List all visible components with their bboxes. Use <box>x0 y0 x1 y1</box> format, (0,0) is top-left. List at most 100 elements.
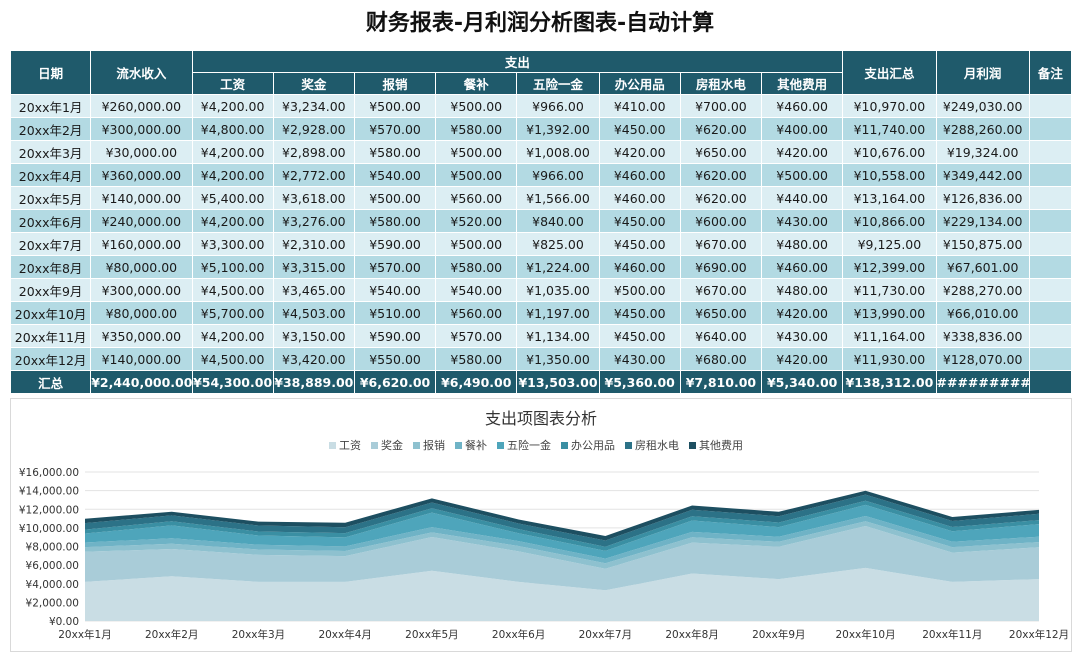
cell-expense-4: ¥580.00 <box>435 255 518 279</box>
footer-label: 汇总 <box>9 370 92 394</box>
cell-expense-8: ¥460.00 <box>761 255 844 279</box>
legend-label-8: 其他费用 <box>699 439 743 452</box>
cell-profit: ¥66,010.00 <box>935 301 1030 325</box>
table-row: 20xx年8月 ¥80,000.00 ¥5,100.00 ¥3,315.00 ¥570.… <box>9 255 1073 279</box>
cell-expense-7: ¥650.00 <box>679 140 763 164</box>
cell-expense-1: ¥5,400.00 <box>191 186 274 210</box>
cell-expense-4: ¥500.00 <box>435 163 518 187</box>
x-tick-label: 20xx年4月 <box>318 628 371 641</box>
cell-expense-1: ¥4,200.00 <box>191 163 274 187</box>
cell-profit: ¥338,836.00 <box>935 324 1030 348</box>
cell-expense-total: ¥11,164.00 <box>842 324 937 348</box>
cell-expense-7: ¥640.00 <box>679 324 763 348</box>
cell-expense-5: ¥1,392.00 <box>516 117 600 141</box>
cell-expense-2: ¥3,150.00 <box>272 324 355 348</box>
cell-expense-2: ¥2,310.00 <box>272 232 355 256</box>
footer-expense-8: ¥5,340.00 <box>761 370 844 394</box>
cell-expense-4: ¥500.00 <box>435 140 518 164</box>
cell-expense-4: ¥560.00 <box>435 186 518 210</box>
footer-expense-3: ¥6,620.00 <box>353 370 437 394</box>
table-row: 20xx年10月 ¥80,000.00 ¥5,700.00 ¥4,503.00 ¥510… <box>9 301 1073 325</box>
cell-expense-2: ¥3,276.00 <box>272 209 355 233</box>
x-tick-label: 20xx年7月 <box>579 628 632 641</box>
area-series-6 <box>85 500 1039 551</box>
cell-expense-5: ¥1,566.00 <box>516 186 600 210</box>
header-profit: 月利润 <box>935 50 1030 95</box>
y-tick-label: ¥6,000.00 <box>26 560 79 572</box>
cell-income: ¥350,000.00 <box>90 324 193 348</box>
cell-expense-1: ¥3,300.00 <box>191 232 274 256</box>
cell-expense-3: ¥540.00 <box>353 163 437 187</box>
cell-expense-4: ¥540.00 <box>435 278 518 302</box>
cell-expense-6: ¥460.00 <box>598 186 681 210</box>
y-tick-label: ¥12,000.00 <box>19 504 79 516</box>
x-tick-label: 20xx年8月 <box>665 628 718 641</box>
cell-note <box>1028 186 1073 210</box>
y-tick-label: ¥2,000.00 <box>26 597 79 609</box>
cell-expense-3: ¥570.00 <box>353 255 437 279</box>
cell-expense-total: ¥10,970.00 <box>842 94 937 118</box>
legend-swatch-3 <box>413 442 420 449</box>
cell-expense-2: ¥3,465.00 <box>272 278 355 302</box>
cell-expense-5: ¥1,134.00 <box>516 324 600 348</box>
cell-expense-2: ¥3,234.00 <box>272 94 355 118</box>
cell-expense-5: ¥1,197.00 <box>516 301 600 325</box>
cell-income: ¥300,000.00 <box>90 278 193 302</box>
header-date: 日期 <box>9 50 92 95</box>
cell-note <box>1028 301 1073 325</box>
cell-note <box>1028 117 1073 141</box>
cell-expense-6: ¥450.00 <box>598 209 681 233</box>
y-tick-label: ¥4,000.00 <box>26 579 79 591</box>
cell-expense-8: ¥480.00 <box>761 232 844 256</box>
cell-date: 20xx年8月 <box>9 255 92 279</box>
cell-expense-6: ¥450.00 <box>598 232 681 256</box>
cell-expense-8: ¥430.00 <box>761 324 844 348</box>
cell-expense-4: ¥520.00 <box>435 209 518 233</box>
cell-expense-4: ¥500.00 <box>435 232 518 256</box>
cell-expense-1: ¥4,200.00 <box>191 209 274 233</box>
cell-expense-7: ¥650.00 <box>679 301 763 325</box>
cell-income: ¥260,000.00 <box>90 94 193 118</box>
cell-note <box>1028 163 1073 187</box>
cell-expense-2: ¥2,928.00 <box>272 117 355 141</box>
cell-expense-total: ¥13,164.00 <box>842 186 937 210</box>
header-expense-group: 支出 <box>191 50 844 73</box>
cell-date: 20xx年3月 <box>9 140 92 164</box>
cell-expense-total: ¥11,930.00 <box>842 347 937 371</box>
cell-expense-4: ¥580.00 <box>435 117 518 141</box>
footer-expense-6: ¥5,360.00 <box>598 370 681 394</box>
cell-profit: ¥150,875.00 <box>935 232 1030 256</box>
y-tick-label: ¥16,000.00 <box>19 467 79 479</box>
legend-swatch-8 <box>689 442 696 449</box>
legend-swatch-7 <box>625 442 632 449</box>
cell-income: ¥240,000.00 <box>90 209 193 233</box>
table-row: 20xx年2月 ¥300,000.00 ¥4,800.00 ¥2,928.00 ¥570… <box>9 117 1073 141</box>
cell-expense-6: ¥460.00 <box>598 255 681 279</box>
cell-expense-1: ¥5,700.00 <box>191 301 274 325</box>
area-series-1 <box>85 567 1039 621</box>
cell-expense-3: ¥580.00 <box>353 209 437 233</box>
area-series-8 <box>85 490 1039 541</box>
cell-expense-3: ¥500.00 <box>353 94 437 118</box>
cell-expense-6: ¥500.00 <box>598 278 681 302</box>
cell-profit: ¥288,260.00 <box>935 117 1030 141</box>
cell-expense-total: ¥9,125.00 <box>842 232 937 256</box>
cell-profit: ¥128,070.00 <box>935 347 1030 371</box>
cell-expense-1: ¥5,100.00 <box>191 255 274 279</box>
cell-income: ¥80,000.00 <box>90 301 193 325</box>
cell-profit: ¥67,601.00 <box>935 255 1030 279</box>
header-income: 流水收入 <box>90 50 193 95</box>
cell-expense-1: ¥4,200.00 <box>191 140 274 164</box>
cell-expense-5: ¥1,350.00 <box>516 347 600 371</box>
table-row: 20xx年9月 ¥300,000.00 ¥4,500.00 ¥3,465.00 ¥540… <box>9 278 1073 302</box>
area-series-7 <box>85 494 1039 547</box>
cell-expense-7: ¥690.00 <box>679 255 763 279</box>
cell-note <box>1028 209 1073 233</box>
header-expense-col-1: 工资 <box>191 72 274 95</box>
cell-expense-5: ¥825.00 <box>516 232 600 256</box>
x-tick-label: 20xx年12月 <box>1009 628 1069 641</box>
cell-expense-2: ¥3,420.00 <box>272 347 355 371</box>
cell-expense-3: ¥540.00 <box>353 278 437 302</box>
chart-title: 支出项图表分析 <box>485 409 597 428</box>
x-tick-label: 20xx年11月 <box>922 628 982 641</box>
